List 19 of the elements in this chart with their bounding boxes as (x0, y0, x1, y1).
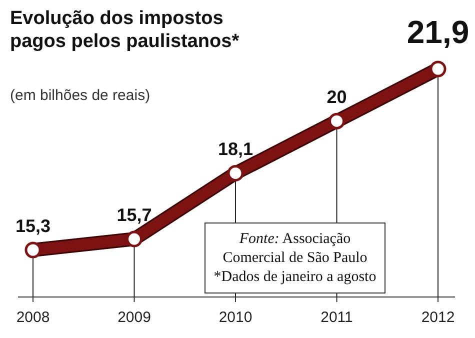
x-tick-label: 2011 (320, 309, 353, 326)
data-label: 15,3 (15, 216, 51, 236)
x-tick-label: 2009 (118, 309, 151, 326)
point (430, 60, 446, 78)
point (328, 112, 345, 130)
text: *Dados de janeiro a agosto (214, 269, 376, 285)
annotation: Fonte: Associação Comercial de São Paulo (222, 231, 368, 266)
data-label: 18,1 (218, 139, 254, 160)
text: (em bilhões de reais) (10, 87, 150, 104)
point (227, 164, 244, 182)
point (126, 230, 142, 248)
x-tick-label: 2010 (218, 309, 252, 326)
x-tick-label: 2012 (421, 309, 455, 326)
chart-title: Evolução dos impostos pagos pelos paulistanos* (10, 8, 240, 52)
x-tick-label: 2008 (16, 309, 50, 326)
data-label: 21,9 (406, 14, 470, 50)
point (24, 242, 42, 258)
data-label: 20 (326, 87, 347, 108)
data-label: 15,7 (116, 205, 152, 226)
